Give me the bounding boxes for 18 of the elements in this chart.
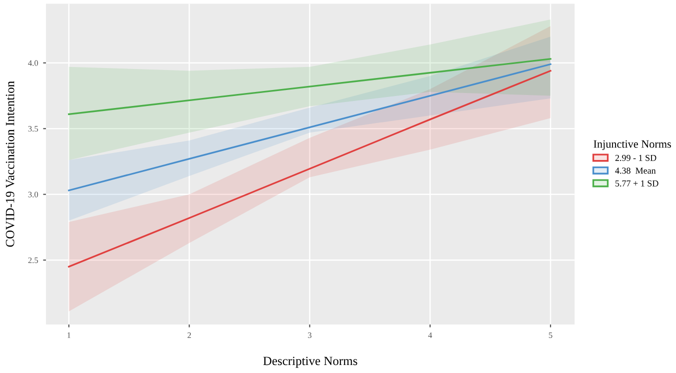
- x-tick-label: 3: [308, 332, 312, 338]
- x-tick-label: 4: [428, 332, 432, 338]
- x-tick-label: 2: [188, 332, 191, 338]
- y-tick-label: 3.5: [28, 126, 38, 132]
- y-axis-title: COVID-19 Vaccination Intention: [6, 81, 14, 247]
- line-series: [68, 63, 552, 192]
- legend-label: 4.38 Mean: [615, 168, 656, 174]
- y-tick-label: 3.0: [28, 192, 38, 198]
- y-tick-label: 2.5: [28, 257, 38, 264]
- line-series: [68, 70, 552, 268]
- x-tick-label: 1: [67, 332, 70, 338]
- y-tick-label: 4.0: [28, 60, 38, 66]
- x-axis-title: Descriptive Norms: [263, 356, 358, 368]
- legend-label: 5.77 + 1 SD: [615, 180, 658, 186]
- line-series: [68, 58, 552, 115]
- legend-label: 2.99 - 1 SD: [615, 154, 656, 161]
- x-tick-label: 5: [548, 332, 552, 338]
- legend-title: Injunctive Norms: [594, 140, 671, 150]
